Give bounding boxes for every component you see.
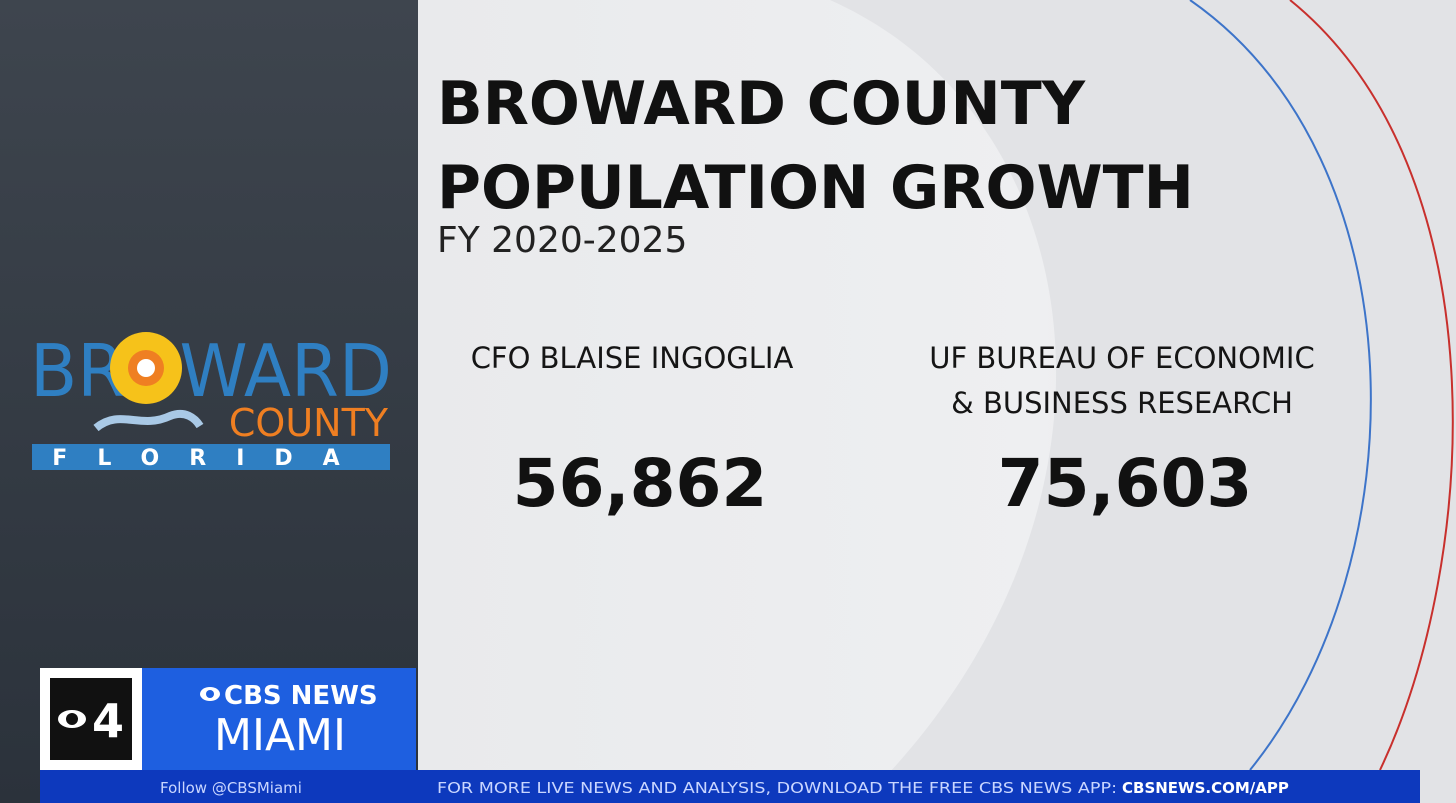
county-logo: BROWARD COUNTY FLORIDA bbox=[30, 329, 392, 471]
city-name: MIAMI bbox=[214, 710, 346, 761]
logo-sun-eye bbox=[137, 359, 155, 377]
logo-wave bbox=[93, 409, 204, 432]
logo-county: COUNTY bbox=[229, 401, 389, 445]
station-bug: 4 CBS NEWS MIAMI bbox=[40, 668, 416, 770]
blue-curve bbox=[1189, 0, 1372, 771]
source-name: & BUSINESS RESEARCH bbox=[951, 386, 1293, 420]
station-box bbox=[142, 668, 416, 770]
source-name: UF BUREAU OF ECONOMIC bbox=[929, 341, 1314, 375]
ticker-message: FOR MORE LIVE NEWS AND ANALYSIS, DOWNLOA… bbox=[437, 779, 1117, 797]
source-figure: 75,603 bbox=[998, 445, 1253, 522]
ticker-follow: Follow @CBSMiami bbox=[160, 779, 302, 797]
red-curve bbox=[1289, 0, 1454, 771]
curve-shade bbox=[830, 0, 1456, 803]
title-line: POPULATION GROWTH bbox=[437, 153, 1194, 223]
network-name: CBS NEWS bbox=[224, 681, 378, 711]
cbs-eye-pupil bbox=[66, 713, 78, 725]
ticker-bar bbox=[40, 770, 1420, 803]
title-line: BROWARD COUNTY bbox=[437, 69, 1087, 139]
ticker-url: CBSNEWS.COM/APP bbox=[1122, 779, 1289, 797]
source-figure: 56,862 bbox=[513, 445, 768, 522]
cbs-eye-small-pupil bbox=[206, 690, 214, 698]
logo-florida: FLORIDA bbox=[52, 446, 369, 471]
logo-word: BROWARD bbox=[30, 329, 392, 413]
source-name: CFO BLAISE INGOGLIA bbox=[471, 341, 794, 375]
logo-band bbox=[32, 444, 390, 470]
channel-number: 4 bbox=[92, 694, 124, 748]
subtitle: FY 2020-2025 bbox=[437, 220, 687, 261]
